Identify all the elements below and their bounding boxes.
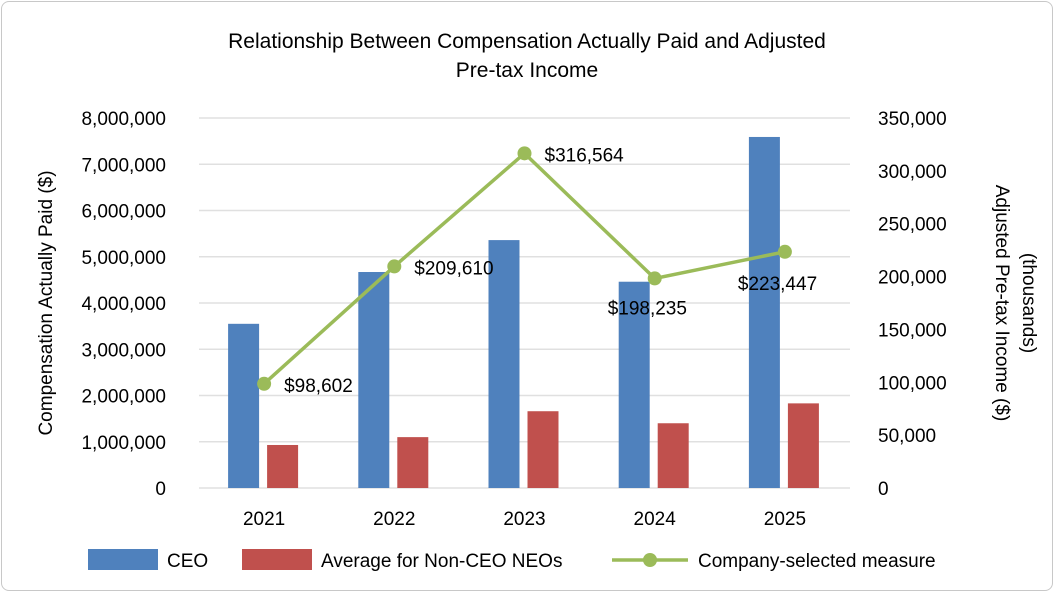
non-ceo-bar bbox=[657, 423, 689, 488]
data-label: $98,602 bbox=[284, 376, 353, 397]
measure-point bbox=[517, 146, 532, 161]
y2-tick-label: 0 bbox=[878, 479, 889, 500]
y-tick-label: 8,000,000 bbox=[81, 109, 166, 130]
data-label: $223,447 bbox=[738, 274, 817, 295]
non-ceo-bar bbox=[397, 437, 429, 488]
y2-tick-label: 200,000 bbox=[878, 268, 947, 289]
ceo-bar bbox=[228, 323, 260, 488]
y-tick-label: 6,000,000 bbox=[81, 202, 166, 223]
legend-marker bbox=[643, 553, 657, 567]
measure-point bbox=[777, 244, 792, 259]
measure-point bbox=[387, 259, 402, 274]
y2-tick-label: 300,000 bbox=[878, 162, 947, 183]
y-tick-label: 3,000,000 bbox=[81, 340, 166, 361]
ceo-bar bbox=[488, 240, 520, 488]
y-tick-label: 0 bbox=[155, 479, 166, 500]
y2-axis-title: Adjusted Pre-tax Income ($) bbox=[991, 185, 1012, 422]
y2-tick-label: 50,000 bbox=[878, 426, 936, 447]
y-tick-label: 7,000,000 bbox=[81, 155, 166, 176]
y2-tick-label: 350,000 bbox=[878, 109, 947, 130]
legend-label: CEO bbox=[167, 551, 208, 572]
measure-point bbox=[257, 376, 272, 391]
x-tick-label: 2021 bbox=[243, 509, 285, 530]
y2-axis-title: (thousands) bbox=[1018, 253, 1039, 353]
legend-label: Company-selected measure bbox=[698, 551, 936, 572]
y2-tick-label: 100,000 bbox=[878, 373, 947, 394]
y-tick-label: 5,000,000 bbox=[81, 248, 166, 269]
chart-title: Relationship Between Compensation Actual… bbox=[228, 30, 826, 53]
y2-tick-label: 250,000 bbox=[878, 215, 947, 236]
x-tick-label: 2023 bbox=[503, 509, 545, 530]
x-tick-label: 2025 bbox=[764, 509, 806, 530]
ceo-bar bbox=[748, 136, 780, 488]
y-tick-label: 1,000,000 bbox=[81, 433, 166, 454]
non-ceo-bar bbox=[787, 403, 819, 488]
x-tick-label: 2024 bbox=[634, 509, 677, 530]
data-label: $198,235 bbox=[608, 298, 687, 319]
x-tick-label: 2022 bbox=[373, 509, 415, 530]
measure-point bbox=[647, 271, 662, 286]
ceo-bar bbox=[358, 272, 390, 488]
legend-swatch-ceo bbox=[88, 549, 158, 570]
y-tick-label: 4,000,000 bbox=[81, 294, 166, 315]
data-label: $209,610 bbox=[414, 258, 493, 279]
chart-title: Pre-tax Income bbox=[456, 59, 598, 82]
y-tick-label: 2,000,000 bbox=[81, 387, 166, 408]
non-ceo-bar bbox=[267, 444, 299, 488]
non-ceo-bar bbox=[527, 411, 559, 488]
legend-label: Average for Non-CEO NEOs bbox=[321, 551, 562, 572]
ceo-bar bbox=[618, 281, 650, 488]
legend-swatch-non-ceo bbox=[242, 549, 312, 570]
y2-tick-label: 150,000 bbox=[878, 320, 947, 341]
data-label: $316,564 bbox=[545, 145, 625, 166]
y-axis-title: Compensation Actually Paid ($) bbox=[36, 170, 57, 435]
